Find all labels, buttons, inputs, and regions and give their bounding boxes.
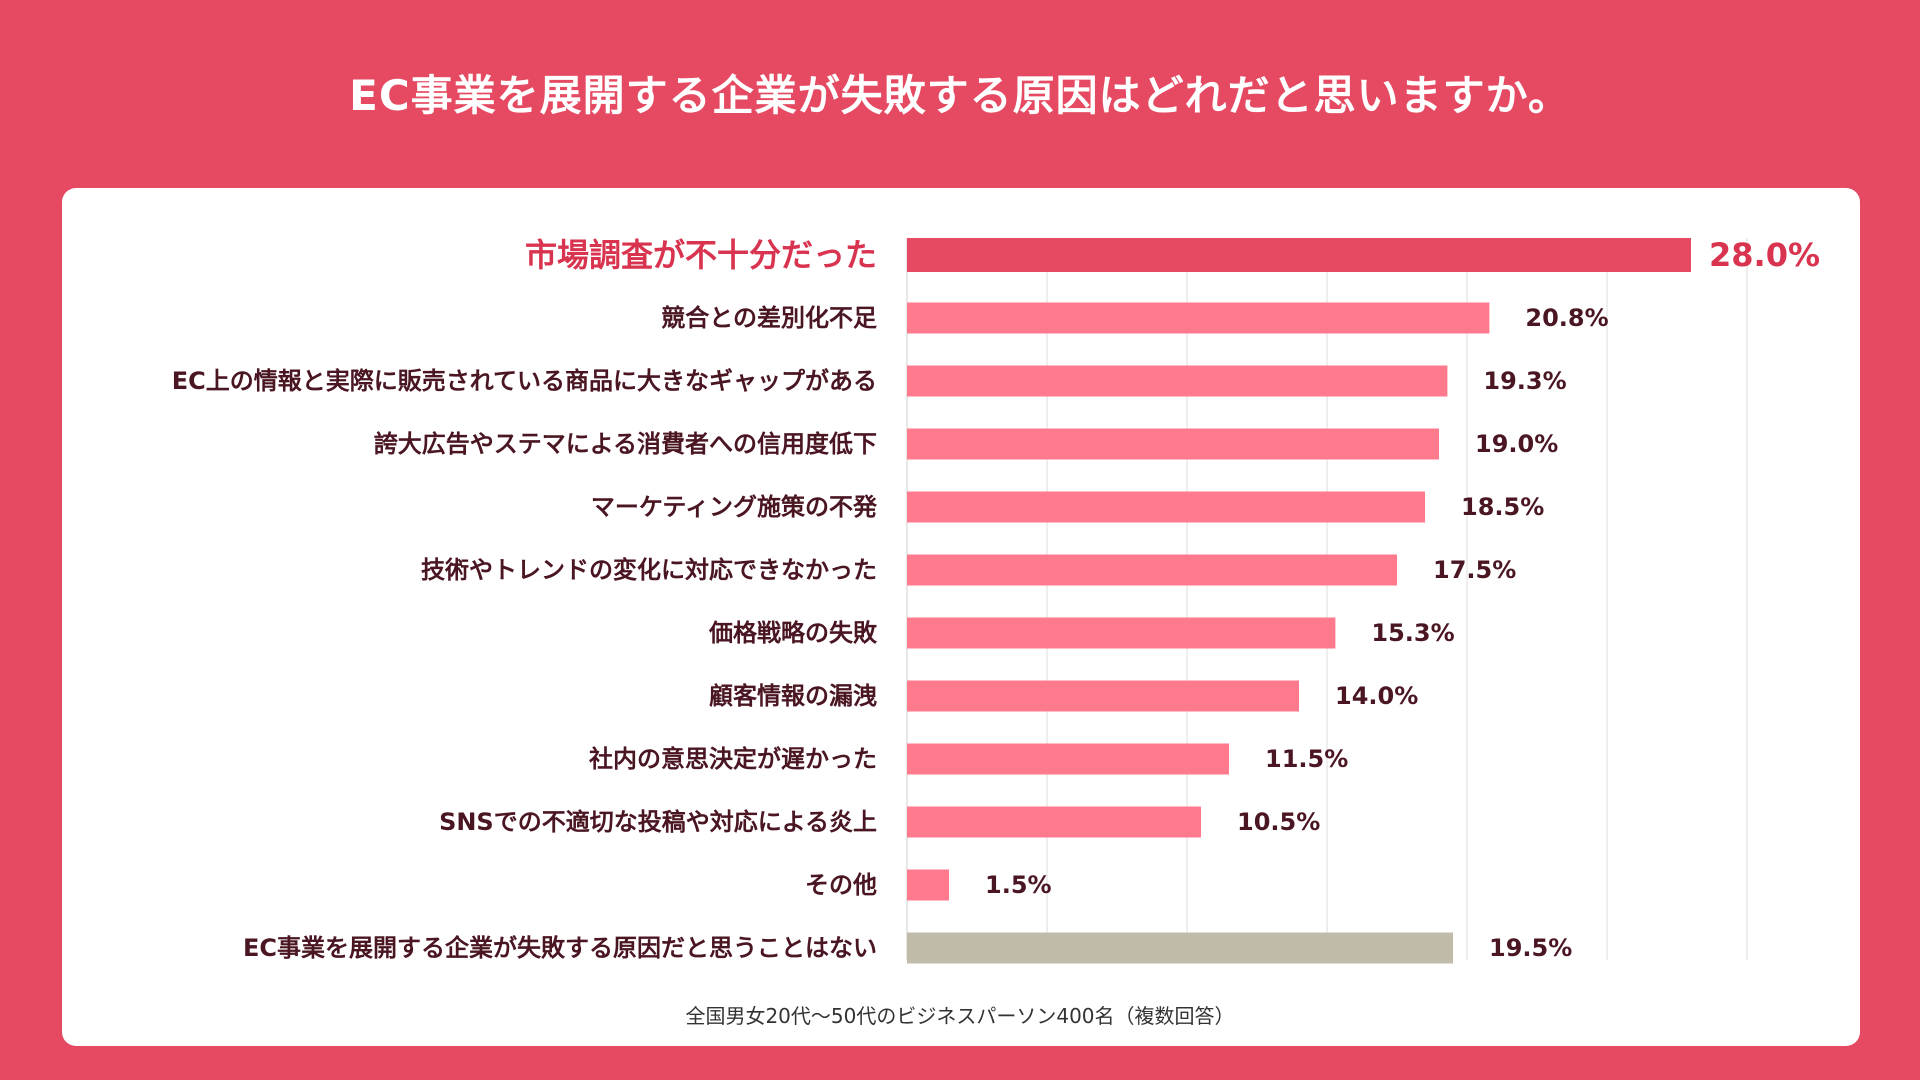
- bar: [907, 806, 1201, 838]
- value-label: 1.5%: [985, 871, 1052, 899]
- category-label: 顧客情報の漏洩: [709, 682, 877, 710]
- category-label: その他: [805, 871, 877, 899]
- chart-title: EC事業を展開する企業が失敗する原因はどれだと思いますか。: [349, 71, 1571, 120]
- bar: [907, 491, 1425, 523]
- bar: [907, 554, 1397, 586]
- value-label: 28.0%: [1709, 236, 1820, 274]
- category-label: マーケティング施策の不発: [591, 493, 878, 521]
- bar: [907, 365, 1448, 397]
- bar: [907, 617, 1336, 649]
- category-label: EC上の情報と実際に販売されている商品に大きなギャップがある: [172, 367, 877, 395]
- category-label: 価格戦略の失敗: [708, 619, 878, 647]
- value-label: 20.8%: [1525, 304, 1608, 332]
- value-label: 19.3%: [1483, 367, 1566, 395]
- value-label: 14.0%: [1335, 682, 1418, 710]
- category-label: 技術やトレンドの変化に対応できなかった: [421, 556, 877, 584]
- footnote: 全国男女20代〜50代のビジネスパーソン400名（複数回答）: [685, 1004, 1235, 1028]
- value-label: 18.5%: [1461, 493, 1544, 521]
- value-label: 19.0%: [1475, 430, 1558, 458]
- bar: [907, 932, 1453, 964]
- bar: [907, 238, 1691, 272]
- category-label: 市場調査が不十分だった: [525, 236, 877, 274]
- value-label: 19.5%: [1489, 934, 1572, 962]
- bar: [907, 428, 1439, 460]
- bar: [907, 302, 1490, 334]
- value-label: 10.5%: [1237, 808, 1320, 836]
- category-label: 社内の意思決定が遅かった: [589, 745, 877, 773]
- bar: [907, 743, 1229, 775]
- bar: [907, 680, 1299, 712]
- value-label: 15.3%: [1371, 619, 1454, 647]
- value-label: 17.5%: [1433, 556, 1516, 584]
- category-label: 誇大広告やステマによる消費者への信用度低下: [374, 430, 877, 458]
- category-label: 競合との差別化不足: [661, 304, 877, 332]
- category-label: EC事業を展開する企業が失敗する原因だと思うことはない: [243, 934, 877, 962]
- category-label: SNSでの不適切な投稿や対応による炎上: [439, 808, 877, 836]
- bar: [907, 869, 949, 901]
- value-label: 11.5%: [1265, 745, 1348, 773]
